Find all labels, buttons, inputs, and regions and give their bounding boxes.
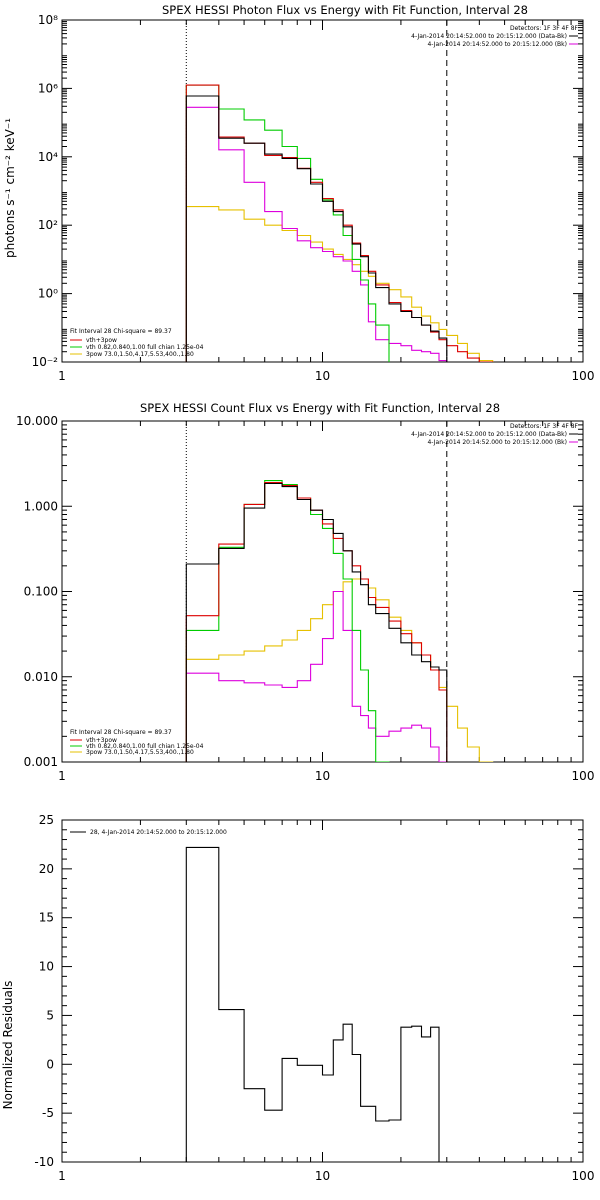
count-flux-legend-top: Detectors: 1F 3F 4F 8F 4-Jan-2014 20:14:… — [411, 423, 578, 446]
residuals-panel: Normalized Residuals 28, 4-Jan-2014 20:1… — [1, 813, 594, 1183]
y-tick-label: 0.010 — [24, 670, 58, 684]
y-tick-label: -5 — [42, 1106, 54, 1120]
residuals-y-axis-label: Normalized Residuals — [1, 981, 15, 1110]
y-tick-label: 10² — [38, 218, 58, 232]
series-line-data — [185, 482, 448, 762]
y-tick-label: 0.001 — [24, 755, 58, 769]
y-tick-label: 10.000 — [16, 414, 58, 428]
legend-detectors: Detectors: 1F 3F 4F 8F — [510, 423, 579, 430]
legend-detectors: Detectors: 1F 3F 4F 8F — [510, 25, 579, 32]
x-axis-ticks: 1 10 100 — [58, 20, 594, 383]
y-tick-label: 1.000 — [24, 499, 58, 513]
x-tick-label: 1 — [58, 369, 66, 383]
y-tick-label: 10⁰ — [38, 287, 58, 301]
y-tick-label: 5 — [46, 1008, 54, 1022]
series-line-fit — [185, 481, 448, 762]
y-axis-ticks: 0.001 0.010 0.100 1.000 10.000 — [16, 414, 583, 769]
plot-frame — [61, 819, 584, 1163]
legend-fit-interval: Fit Interval 28 Chi-square = 89.37 — [70, 328, 172, 335]
count-flux-panel: SPEX HESSI Count Flux vs Energy with Fit… — [16, 401, 594, 783]
series-line-vth — [185, 84, 390, 362]
series-line-bk — [185, 106, 448, 362]
x-tick-label: 100 — [572, 769, 595, 783]
y-tick-label: 0.100 — [24, 585, 58, 599]
legend-vth-label: vth 0.82,0.840,1.00 full chian 1.25e-04 — [86, 344, 204, 351]
x-tick-label: 1 — [58, 769, 66, 783]
x-tick-label: 1 — [58, 1169, 66, 1183]
y-tick-label: 10⁶ — [38, 81, 58, 95]
series-group — [185, 84, 494, 362]
photon-flux-legend-top: Detectors: 1F 3F 4F 8F 4-Jan-2014 20:14:… — [411, 25, 578, 48]
series-line-residuals — [185, 846, 447, 1162]
legend-fit-label: vth+3pow — [86, 737, 117, 744]
count-flux-title: SPEX HESSI Count Flux vs Energy with Fit… — [140, 401, 500, 415]
y-tick-label: 10⁻² — [32, 355, 59, 369]
series-group — [185, 480, 494, 762]
y-tick-label: 25 — [39, 813, 54, 827]
photon-flux-title: SPEX HESSI Photon Flux vs Energy with Fi… — [162, 3, 528, 17]
legend-3pow-label: 3pow 73.0,1.50,4.17,5.53,400.,1.80 — [86, 749, 194, 756]
y-tick-label: 10 — [39, 960, 54, 974]
legend-fit-interval: Fit Interval 28 Chi-square = 89.37 — [70, 729, 172, 736]
plot-frame — [61, 420, 584, 763]
x-tick-label: 10 — [315, 1169, 330, 1183]
legend-vth-label: vth 0.82,0.840,1.00 full chian 1.25e-04 — [86, 743, 204, 750]
x-tick-label: 100 — [572, 369, 595, 383]
y-tick-label: 0 — [46, 1057, 54, 1071]
photon-flux-legend-bottom: Fit Interval 28 Chi-square = 89.37 vth+3… — [70, 328, 204, 358]
photon-flux-y-axis-label: photons s⁻¹ cm⁻² keV⁻¹ — [3, 118, 17, 258]
legend-residuals-label: 28, 4-Jan-2014 20:14:52.000 to 20:15:12.… — [90, 829, 227, 836]
y-tick-label: 15 — [39, 911, 54, 925]
count-flux-legend-bottom: Fit Interval 28 Chi-square = 89.37 vth+3… — [70, 729, 204, 756]
residuals-legend: 28, 4-Jan-2014 20:14:52.000 to 20:15:12.… — [70, 829, 227, 836]
y-axis-ticks: 10⁻² 10⁰ 10² 10⁴ 10⁶ 10⁸ — [32, 13, 583, 369]
legend-bk-interval: 4-Jan-2014 20:14:52.000 to 20:15:12.000 … — [427, 41, 567, 48]
series-line-data — [185, 95, 448, 362]
legend-fit-label: vth+3pow — [86, 337, 117, 344]
y-axis-ticks: -10 -5 0 5 10 15 20 25 — [34, 813, 583, 1169]
y-tick-label: 10⁸ — [38, 13, 58, 27]
series-line-bk — [185, 590, 448, 762]
x-axis-ticks: 1 10 100 — [58, 820, 594, 1183]
y-tick-label: 20 — [39, 862, 54, 876]
x-tick-label: 10 — [315, 369, 330, 383]
photon-flux-panel: SPEX HESSI Photon Flux vs Energy with Fi… — [3, 3, 594, 383]
legend-3pow-label: 3pow 73.0,1.50,4.17,5.53,400.,1.80 — [86, 351, 194, 358]
y-tick-label: 10⁴ — [38, 150, 58, 164]
x-tick-label: 100 — [572, 1169, 595, 1183]
y-tick-label: -10 — [34, 1155, 54, 1169]
legend-data-bk-interval: 4-Jan-2014 20:14:52.000 to 20:15:12.000 … — [411, 431, 567, 438]
series-line-vth — [185, 480, 390, 762]
legend-bk-interval: 4-Jan-2014 20:14:52.000 to 20:15:12.000 … — [427, 439, 567, 446]
series-group — [185, 846, 447, 1162]
legend-data-bk-interval: 4-Jan-2014 20:14:52.000 to 20:15:12.000 … — [411, 33, 567, 40]
x-tick-label: 10 — [315, 769, 330, 783]
